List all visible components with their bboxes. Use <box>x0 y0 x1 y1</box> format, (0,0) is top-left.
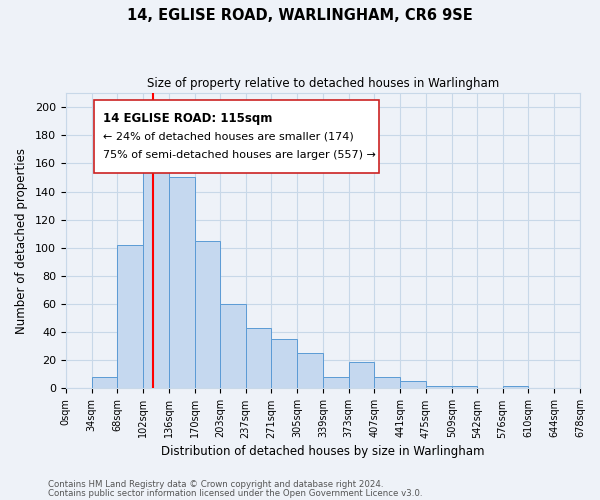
Bar <box>323 377 349 388</box>
Bar <box>220 304 245 388</box>
Bar <box>245 328 271 388</box>
Bar <box>426 386 452 388</box>
Bar <box>271 339 297 388</box>
Text: 14, EGLISE ROAD, WARLINGHAM, CR6 9SE: 14, EGLISE ROAD, WARLINGHAM, CR6 9SE <box>127 8 473 22</box>
Text: 14 EGLISE ROAD: 115sqm: 14 EGLISE ROAD: 115sqm <box>103 112 273 124</box>
Bar <box>118 245 143 388</box>
Bar <box>195 241 220 388</box>
Bar <box>374 377 400 388</box>
Bar <box>349 362 374 388</box>
Bar <box>400 382 426 388</box>
Text: Contains HM Land Registry data © Crown copyright and database right 2024.: Contains HM Land Registry data © Crown c… <box>48 480 383 489</box>
Bar <box>503 386 529 388</box>
Bar <box>169 178 195 388</box>
Text: Contains public sector information licensed under the Open Government Licence v3: Contains public sector information licen… <box>48 490 422 498</box>
Bar <box>92 377 118 388</box>
Bar <box>297 354 323 388</box>
Bar <box>143 152 169 388</box>
Y-axis label: Number of detached properties: Number of detached properties <box>15 148 28 334</box>
Text: ← 24% of detached houses are smaller (174): ← 24% of detached houses are smaller (17… <box>103 132 354 141</box>
FancyBboxPatch shape <box>94 100 379 173</box>
Text: 75% of semi-detached houses are larger (557) →: 75% of semi-detached houses are larger (… <box>103 150 376 160</box>
X-axis label: Distribution of detached houses by size in Warlingham: Distribution of detached houses by size … <box>161 444 485 458</box>
Title: Size of property relative to detached houses in Warlingham: Size of property relative to detached ho… <box>147 78 499 90</box>
Bar <box>452 386 477 388</box>
